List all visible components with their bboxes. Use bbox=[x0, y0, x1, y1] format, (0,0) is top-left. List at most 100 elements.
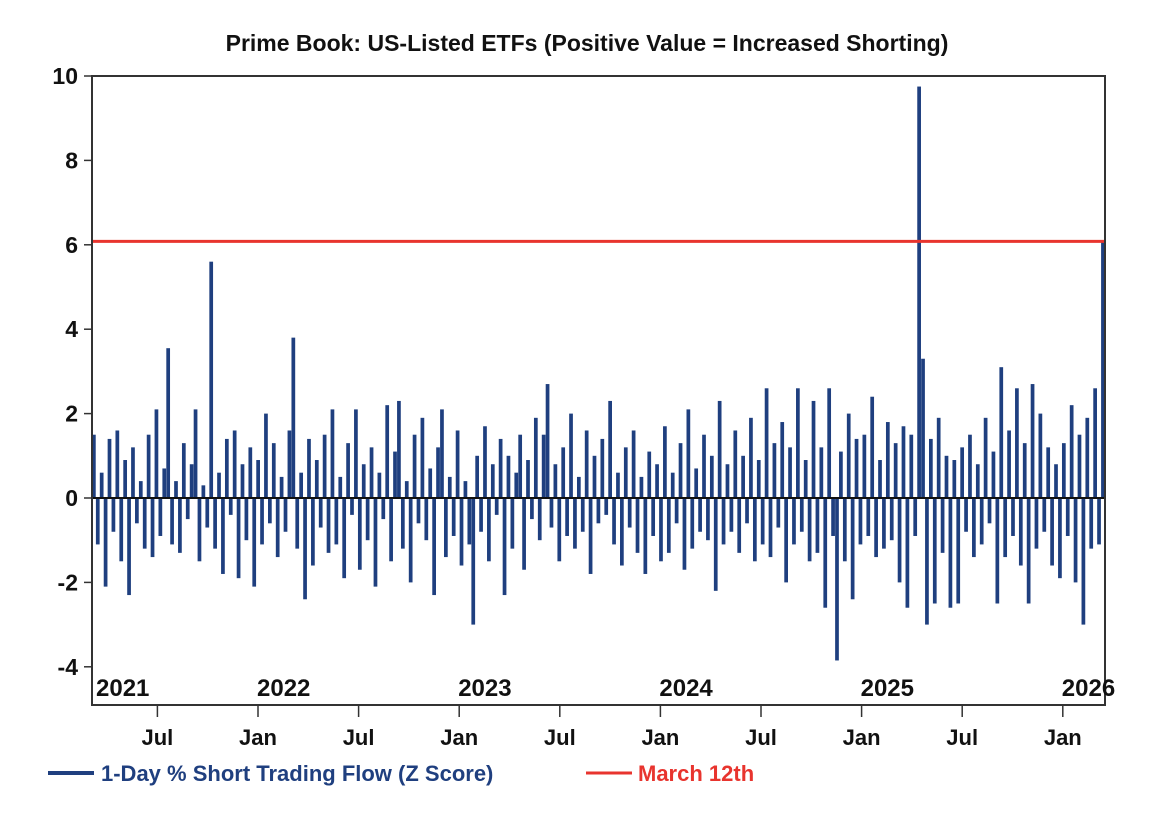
data-bar bbox=[397, 400, 401, 498]
data-bar bbox=[1030, 384, 1035, 498]
year-label: 2025 bbox=[861, 675, 914, 702]
data-bar bbox=[811, 400, 816, 498]
data-bar bbox=[334, 498, 339, 545]
data-bar bbox=[874, 498, 878, 558]
year-label: 2026 bbox=[1062, 675, 1115, 702]
y-tick-label: 8 bbox=[65, 147, 78, 173]
data-bar bbox=[729, 498, 734, 532]
data-bar bbox=[698, 498, 702, 532]
data-bar bbox=[408, 498, 413, 583]
data-bar bbox=[885, 422, 890, 498]
data-bar bbox=[103, 498, 108, 587]
data-bar bbox=[1015, 388, 1019, 498]
data-bar bbox=[588, 498, 593, 574]
y-tick-label: 10 bbox=[52, 63, 78, 89]
y-tick-label: 6 bbox=[65, 232, 78, 258]
data-bar bbox=[440, 409, 444, 498]
data-bar bbox=[596, 498, 601, 524]
data-bar bbox=[620, 498, 624, 566]
data-bar bbox=[913, 498, 918, 536]
data-bar bbox=[925, 498, 929, 625]
data-bar bbox=[389, 498, 393, 562]
data-bar bbox=[357, 498, 362, 570]
data-bar bbox=[901, 426, 906, 498]
data-bar bbox=[1061, 443, 1066, 498]
data-bar bbox=[1085, 417, 1090, 498]
data-bar bbox=[612, 498, 616, 545]
data-bar bbox=[522, 498, 526, 570]
data-bar bbox=[135, 498, 139, 524]
data-bar bbox=[565, 498, 569, 536]
data-bar bbox=[1011, 498, 1015, 536]
data-bar bbox=[95, 498, 100, 545]
data-bar bbox=[796, 388, 800, 498]
data-bar bbox=[287, 430, 292, 498]
data-bar bbox=[510, 498, 515, 549]
data-bar bbox=[185, 498, 190, 520]
data-bar bbox=[846, 413, 851, 498]
data-bar bbox=[893, 443, 898, 498]
data-bar bbox=[487, 498, 491, 562]
data-bar bbox=[780, 422, 785, 498]
data-bar bbox=[1093, 388, 1097, 498]
data-bar bbox=[725, 464, 730, 498]
data-bar bbox=[666, 498, 671, 553]
data-bar bbox=[224, 438, 229, 498]
x-tick-label: Jan bbox=[843, 725, 881, 750]
data-bar bbox=[1050, 498, 1054, 566]
data-bar bbox=[792, 498, 796, 545]
data-bar bbox=[127, 498, 131, 596]
data-bar bbox=[1038, 413, 1043, 498]
data-bar bbox=[279, 476, 284, 498]
data-bar bbox=[232, 430, 237, 498]
year-label: 2021 bbox=[96, 675, 149, 702]
data-bar bbox=[549, 498, 554, 528]
data-bar bbox=[467, 498, 472, 545]
data-bar bbox=[330, 409, 335, 498]
x-tick-label: Jul bbox=[343, 725, 375, 750]
data-bar bbox=[530, 498, 534, 520]
data-bar bbox=[709, 455, 714, 498]
data-bar bbox=[1081, 498, 1086, 625]
data-bar bbox=[1003, 498, 1008, 558]
data-bar bbox=[1046, 447, 1051, 498]
data-bar bbox=[268, 498, 272, 524]
data-bar bbox=[299, 472, 304, 498]
data-bar bbox=[213, 498, 217, 549]
y-tick-label: -2 bbox=[58, 569, 78, 595]
year-label: 2023 bbox=[458, 675, 511, 702]
data-bar bbox=[995, 498, 1000, 604]
data-bar bbox=[643, 498, 648, 574]
data-bar bbox=[764, 388, 769, 498]
data-bar bbox=[1018, 498, 1023, 566]
data-bar bbox=[314, 460, 319, 498]
year-label: 2022 bbox=[257, 675, 310, 702]
data-bar bbox=[655, 464, 659, 498]
y-tick-label: 2 bbox=[65, 401, 78, 427]
data-bar bbox=[635, 498, 640, 553]
data-bar bbox=[799, 498, 804, 532]
data-bar bbox=[1077, 434, 1082, 498]
data-bar bbox=[518, 434, 523, 498]
data-bar bbox=[526, 460, 530, 498]
data-bar bbox=[1058, 498, 1062, 579]
data-bar bbox=[878, 460, 882, 498]
data-bar bbox=[217, 472, 221, 498]
data-bar bbox=[760, 498, 765, 545]
data-bar bbox=[373, 498, 378, 587]
data-bar bbox=[553, 464, 558, 498]
data-bar bbox=[940, 498, 945, 553]
data-bar bbox=[936, 417, 941, 498]
data-bar bbox=[369, 447, 374, 498]
data-bar bbox=[839, 451, 843, 498]
data-bar bbox=[807, 498, 812, 562]
data-bar bbox=[119, 498, 124, 562]
data-bar bbox=[670, 472, 675, 498]
data-bar bbox=[221, 498, 225, 574]
data-bar bbox=[365, 498, 370, 541]
data-bar bbox=[545, 384, 550, 498]
data-bar bbox=[142, 498, 147, 549]
data-bar bbox=[835, 498, 839, 661]
data-bar bbox=[717, 400, 722, 498]
data-bar bbox=[209, 261, 214, 498]
